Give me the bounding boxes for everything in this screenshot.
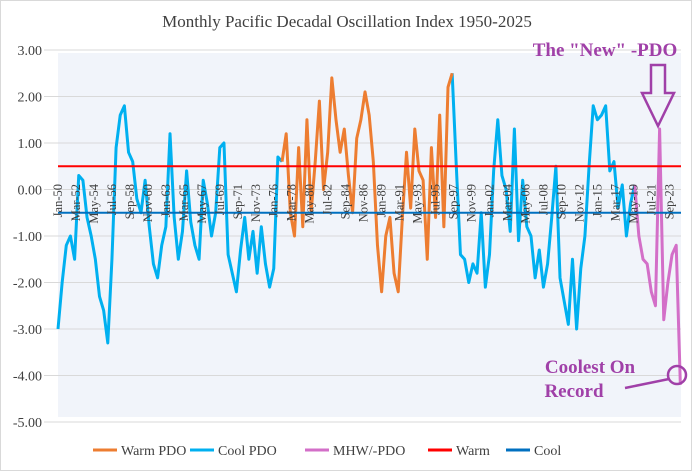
x-tick-label: Jul-95	[429, 184, 443, 215]
x-tick-label: May-80	[303, 184, 317, 224]
chart-title: Monthly Pacific Decadal Oscillation Inde…	[162, 12, 532, 31]
x-tick-label: Sep-84	[339, 183, 353, 219]
legend-label: Warm PDO	[121, 444, 186, 459]
record-circle-marker	[666, 364, 688, 386]
y-tick-label: 2.00	[18, 91, 43, 106]
annotation-coolest-line1: Coolest On	[545, 357, 636, 378]
x-tick-label: Jan-15	[590, 184, 604, 217]
legend-item: Cool	[506, 444, 561, 459]
y-tick-label: 1.00	[18, 137, 43, 152]
x-tick-label: Mar-91	[393, 184, 407, 221]
annotation-new-pdo: The "New" -PDO Coolest On Record	[533, 40, 688, 402]
x-tick-label: Mar-04	[500, 183, 514, 221]
down-arrow-icon	[640, 63, 676, 129]
x-tick-label: Nov-12	[572, 184, 586, 222]
y-tick-label: 3.00	[18, 44, 43, 59]
legend-item: MHW/-PDO	[305, 444, 405, 459]
x-tick-label: Nov-99	[465, 184, 479, 222]
x-tick-label: Mar-52	[69, 184, 83, 221]
x-tick-label: May-19	[626, 184, 640, 224]
annotation-coolest-line2: Record	[544, 381, 604, 402]
legend-item: Cool PDO	[190, 444, 277, 459]
annotation-new-pdo-text: The "New" -PDO	[533, 40, 678, 61]
series-mhw-pdo-line	[633, 127, 682, 385]
x-tick-label: Jan-02	[482, 184, 496, 217]
y-tick-label: 0.00	[18, 184, 43, 199]
x-tick-label: Mar-65	[177, 184, 191, 221]
y-tick-label: -4.00	[13, 370, 42, 385]
x-tick-label: Nov-60	[141, 184, 155, 222]
x-tick-label: Sep-58	[123, 184, 137, 219]
series-cool-pdo-line	[56, 104, 284, 345]
legend-item: Warm PDO	[93, 444, 186, 459]
y-tick-label: -2.00	[13, 277, 42, 292]
x-tick-label: Jul-56	[105, 184, 119, 215]
x-tick-label: Sep-71	[231, 184, 245, 219]
legend-label: Cool	[534, 444, 561, 459]
x-tick-label: Jul-21	[644, 184, 658, 215]
x-tick-label: Mar-78	[285, 184, 299, 221]
y-tick-label: -5.00	[13, 416, 42, 431]
y-tick-label: -3.00	[13, 323, 42, 338]
annotation-pointer-line	[624, 377, 670, 390]
x-tick-label: Mar-17	[608, 184, 622, 221]
x-tick-label: Jan-76	[267, 184, 281, 217]
x-tick-label: Sep-97	[447, 184, 461, 219]
x-tick-label: May-93	[411, 184, 425, 224]
series-cool-pdo-line	[450, 73, 637, 331]
legend-item: Warm	[428, 444, 490, 459]
x-tick-label: May-06	[518, 184, 532, 224]
x-tick-label: Jan-50	[51, 184, 65, 217]
series-warm-pdo-line	[280, 72, 454, 294]
legend-label: Warm	[456, 444, 490, 459]
legend-label: Cool PDO	[218, 444, 277, 459]
x-tick-label: Jan-63	[159, 184, 173, 217]
x-tick-label: Nov-86	[357, 184, 371, 222]
x-tick-label: May-67	[195, 184, 209, 224]
x-tick-label: Jan-89	[375, 184, 389, 217]
x-tick-label: Nov-73	[249, 184, 263, 222]
x-tick-label: Sep-10	[554, 184, 568, 219]
x-tick-label: Jul-69	[213, 184, 227, 215]
legend-label: MHW/-PDO	[333, 444, 405, 459]
x-tick-label: Sep-23	[662, 184, 676, 219]
y-tick-label: -1.00	[13, 230, 42, 245]
x-tick-label: Jul-08	[536, 184, 550, 215]
x-tick-label: Jul-82	[321, 184, 335, 215]
x-tick-label: May-54	[87, 183, 101, 223]
